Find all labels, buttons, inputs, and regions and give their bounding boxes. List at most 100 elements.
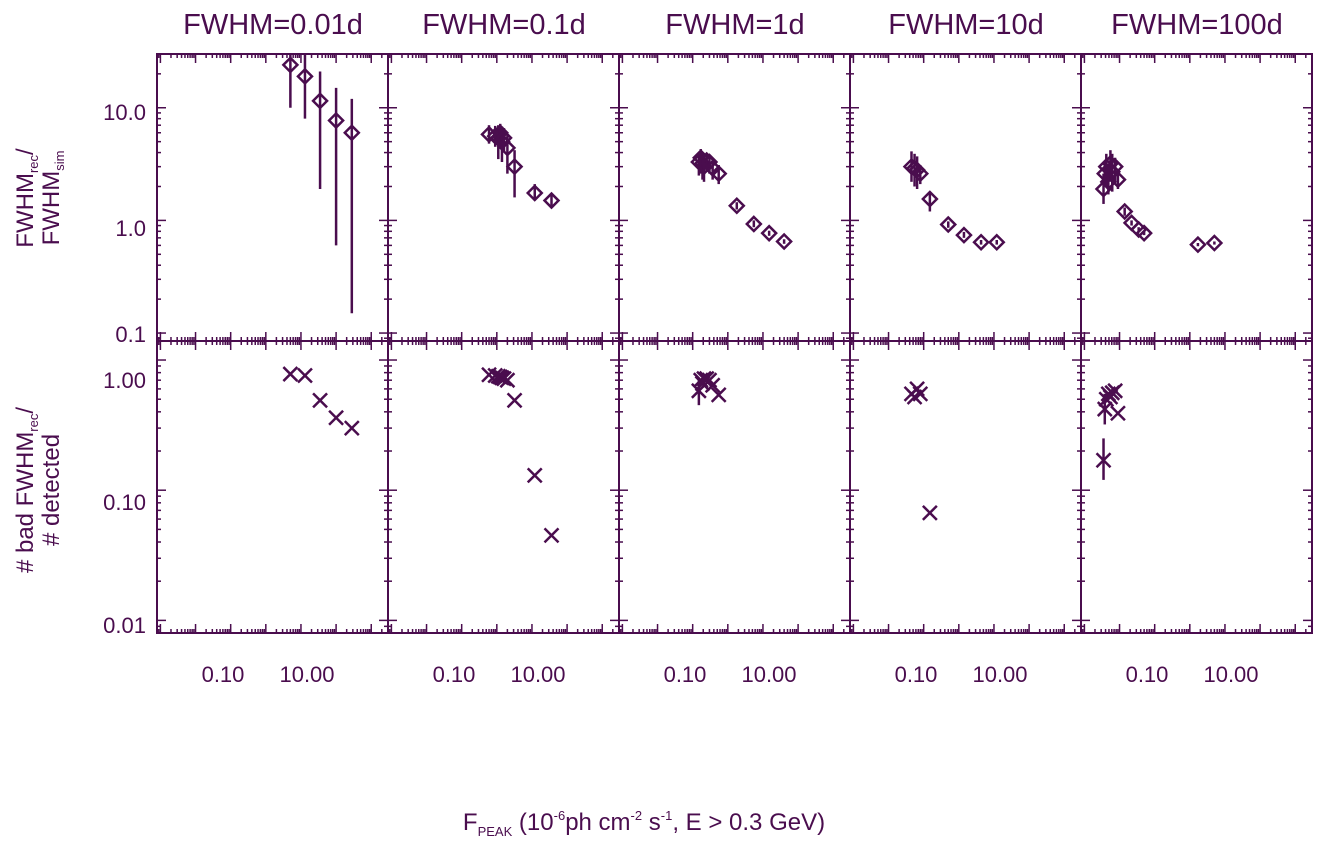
top-y-tick-label: 1.0: [115, 216, 146, 241]
svg-text:# bad FWHMrec/: # bad FWHMrec/: [12, 407, 41, 573]
bottom-y-axis-title-line1-main: # bad FWHM: [12, 432, 39, 573]
panel-title-4: FWHM=10d: [888, 9, 1044, 41]
top-y-axis-title-line2-sub: sim: [52, 151, 67, 171]
cross-stroke: [1096, 401, 1113, 417]
x-tick-label: 0.10: [664, 662, 707, 687]
top-y-axis-title-line1-end: /: [12, 148, 39, 155]
bottom-y-axis-title-line2-main: # detected: [38, 434, 65, 546]
data-point-cross: [496, 370, 512, 387]
bottom-y-tick-label: 0.10: [103, 490, 146, 515]
top-y-tick-labels: 0.1 1.0 10.0: [103, 100, 146, 347]
data-point-cross: [1095, 452, 1112, 469]
data-point-cross: [696, 370, 712, 387]
data-point-cross: [312, 392, 328, 409]
panel-frame: [849, 53, 1082, 342]
x-axis-title-rest2: ph cm: [565, 809, 630, 836]
panel-frame: [156, 53, 389, 342]
cross-stroke: [526, 467, 543, 484]
data-point-diamond: [760, 224, 778, 242]
data-point-cross: [921, 504, 938, 521]
cross-stroke: [499, 372, 516, 389]
panel-frame: [1080, 340, 1313, 634]
top-y-axis-title: FWHMrec/ FWHMsim: [12, 148, 67, 248]
data-point-diamond: [505, 157, 524, 176]
data-point-cross: [1110, 405, 1126, 422]
data-point-diamond: [728, 196, 746, 215]
cross-stroke: [921, 504, 938, 521]
x-axis-title-rest1: (10: [512, 809, 553, 836]
cross-stroke: [312, 392, 328, 409]
x-tick-labels: 0.10 10.00 0.10 10.00 0.10 10.00 0.10 10…: [202, 662, 1259, 687]
cross-stroke: [282, 366, 299, 382]
svg-text:# detected: # detected: [38, 434, 65, 546]
bottom-y-axis-title: # bad FWHMrec/ # detected: [12, 407, 65, 573]
x-tick-label: 0.10: [1126, 662, 1169, 687]
plot-layer: [156, 53, 1313, 634]
cross-stroke: [543, 527, 560, 544]
top-y-axis-title-line1-sub: rec: [26, 154, 41, 173]
x-axis-title-sup1: -6: [554, 808, 566, 823]
x-axis-title-main: F: [463, 809, 478, 836]
cross-stroke: [343, 420, 360, 436]
top-y-axis-title-line2-main: FWHM: [38, 171, 65, 246]
bottom-y-axis-title-line1-end: /: [12, 407, 39, 414]
data-point-diamond: [745, 215, 763, 233]
panel-frame: [387, 53, 620, 342]
cross-stroke: [328, 409, 344, 426]
cross-stroke: [710, 386, 727, 403]
data-point-cross: [328, 409, 344, 426]
data-point-diamond: [709, 164, 728, 183]
x-tick-label: 10.00: [279, 662, 334, 687]
x-axis-title-sub: PEAK: [478, 824, 513, 839]
data-point-cross: [704, 377, 721, 394]
x-tick-label: 10.00: [972, 662, 1027, 687]
bottom-y-axis-title-line1-sub: rec: [26, 413, 41, 432]
data-point-cross: [282, 366, 299, 382]
panel-frame: [618, 340, 851, 634]
data-point-cross: [912, 385, 929, 402]
top-y-axis-title-line1-main: FWHM: [12, 173, 39, 248]
cross-stroke: [487, 367, 504, 384]
data-point-cross: [343, 420, 360, 436]
panel-frame: [618, 53, 851, 342]
x-axis-title-sup3: -1: [661, 808, 673, 823]
data-point-cross: [1107, 382, 1124, 399]
panel-frame: [849, 340, 1082, 634]
data-point-diamond: [700, 153, 719, 171]
data-point-diamond: [1106, 157, 1124, 176]
data-point-diamond: [1115, 202, 1134, 221]
data-point-diamond: [1189, 235, 1207, 254]
x-tick-label: 0.10: [433, 662, 476, 687]
data-point-diamond: [911, 164, 930, 183]
data-point-cross: [543, 527, 560, 544]
x-axis-title-rest4: , E > 0.3 GeV): [672, 809, 825, 836]
bottom-y-tick-label: 1.00: [103, 368, 146, 393]
data-point-diamond: [311, 92, 329, 110]
data-point-cross: [506, 392, 523, 409]
x-axis-title: FPEAK (10-6ph cm-2 s-1, E > 0.3 GeV): [463, 808, 825, 839]
data-point-diamond: [525, 184, 544, 202]
data-point-diamond: [955, 226, 973, 244]
data-point-diamond: [1135, 224, 1153, 242]
data-point-diamond: [498, 139, 517, 157]
panel-frame: [1080, 53, 1313, 342]
cross-stroke: [704, 377, 721, 394]
data-point-cross: [526, 467, 543, 484]
data-point-diamond: [327, 111, 345, 130]
panel-frame: [156, 340, 389, 634]
data-point-cross: [499, 372, 516, 389]
top-y-tick-label: 0.1: [115, 322, 146, 347]
svg-text:FWHMsim: FWHMsim: [38, 151, 67, 246]
bottom-y-tick-label: 0.01: [103, 613, 146, 638]
panel-title-2: FWHM=0.1d: [422, 9, 586, 41]
data-point-diamond: [296, 67, 314, 86]
bottom-y-tick-labels: 0.01 0.10 1.00: [103, 368, 146, 638]
panel-title-1: FWHM=0.01d: [183, 9, 363, 41]
data-point-cross: [297, 367, 313, 384]
cross-stroke: [1095, 452, 1112, 469]
data-point-diamond: [542, 191, 561, 210]
data-point-diamond: [1109, 170, 1127, 189]
cross-stroke: [1107, 382, 1124, 399]
x-tick-label: 10.00: [741, 662, 796, 687]
